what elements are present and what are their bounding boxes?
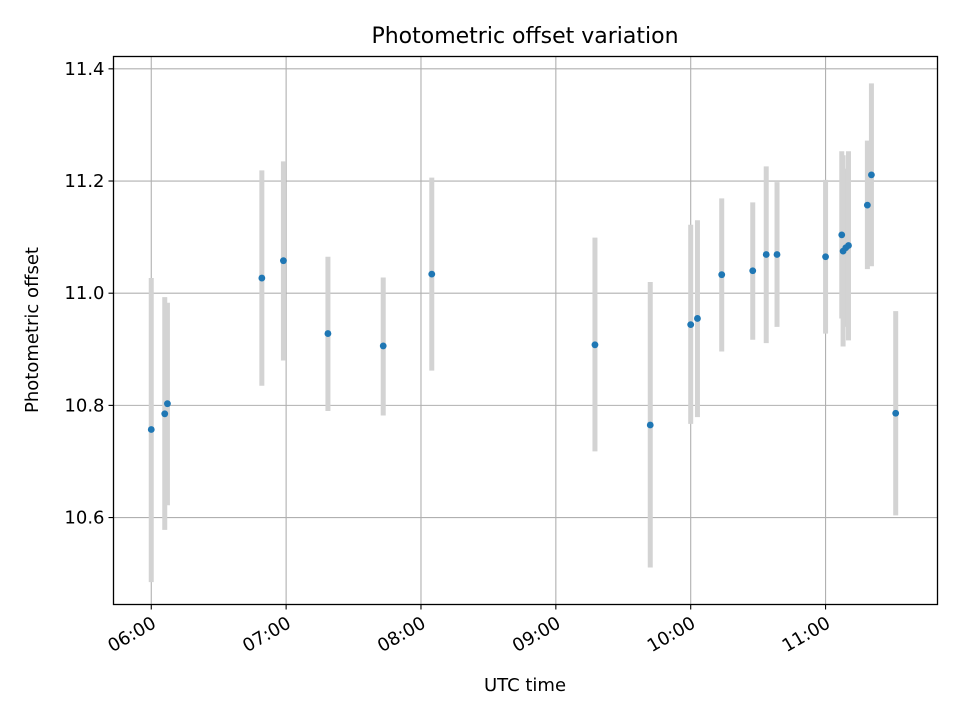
- data-point: [280, 257, 287, 265]
- y-tick-label: 11.0: [64, 283, 104, 304]
- x-axis-label: UTC time: [484, 675, 566, 696]
- data-point: [164, 400, 171, 408]
- x-tick-label: 09:00: [509, 613, 564, 657]
- data-point: [428, 270, 436, 278]
- data-point: [718, 271, 726, 279]
- chart-title: Photometric offset variation: [371, 24, 678, 49]
- data-point: [845, 242, 852, 249]
- data-point: [868, 171, 875, 179]
- data-point: [379, 342, 387, 350]
- data-point: [773, 251, 781, 258]
- x-tick-label: 07:00: [239, 613, 294, 657]
- data-point: [838, 231, 846, 239]
- data-point: [863, 201, 871, 209]
- data-point: [749, 267, 757, 275]
- axis-ticks: 06:00 07:00 08:00 09:00 10:00 11:00 10.6 10.8 11…: [64, 59, 834, 657]
- data-point: [324, 330, 332, 337]
- data-point: [687, 321, 695, 329]
- x-tick-label: 11:00: [779, 613, 834, 657]
- data-point: [822, 253, 829, 261]
- data-point: [161, 410, 169, 418]
- plot-frame: [112, 55, 939, 606]
- data-points: [147, 171, 900, 433]
- data-point: [694, 315, 701, 322]
- y-tick-label: 10.6: [64, 508, 104, 529]
- data-point: [762, 251, 770, 258]
- data-point: [258, 274, 266, 282]
- error-bars: [148, 83, 899, 583]
- data-point: [892, 409, 900, 417]
- data-point: [646, 421, 654, 429]
- data-point: [147, 426, 155, 433]
- grid: [113, 56, 938, 605]
- data-point: [591, 341, 599, 349]
- y-tick-label: 10.8: [64, 395, 104, 416]
- y-tick-label: 11.2: [64, 171, 104, 192]
- x-tick-label: 10:00: [644, 613, 699, 657]
- y-tick-label: 11.4: [64, 59, 104, 80]
- x-tick-label: 06:00: [104, 613, 159, 657]
- x-tick-label: 08:00: [374, 613, 429, 657]
- y-axis-label: Photometric offset: [22, 247, 43, 413]
